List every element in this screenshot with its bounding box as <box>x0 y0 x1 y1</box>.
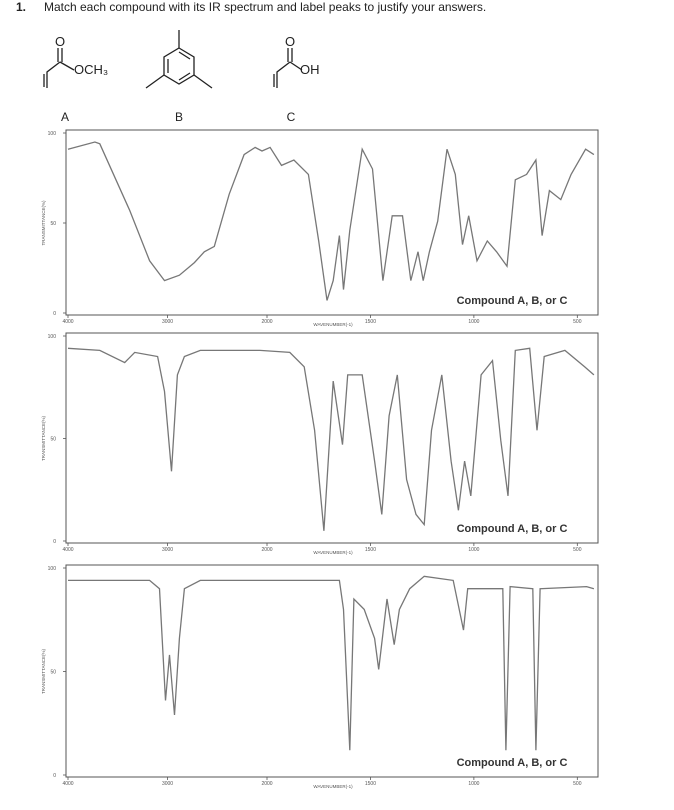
plot-frame <box>65 564 599 778</box>
x-tick-label: 4000 <box>62 781 73 787</box>
x-axis-label: WAVENUMBER(-1) <box>313 550 353 555</box>
y-tick-label: 50 <box>50 437 56 443</box>
x-tick-label: 1000 <box>468 547 479 553</box>
question-text: Match each compound with its IR spectrum… <box>44 0 486 14</box>
x-tick-label: 1500 <box>365 781 376 787</box>
y-axis-label: TRANSMITTANCE(%) <box>41 200 46 245</box>
spectrum-line <box>68 575 595 751</box>
y-tick-label: 0 <box>53 773 56 779</box>
x-tick-label: 1500 <box>365 547 376 553</box>
x-tick-label: 3000 <box>162 781 173 787</box>
y-tick-label: 50 <box>50 221 56 227</box>
ring-double-bond <box>167 51 191 81</box>
structure-c: O OH <box>273 34 320 88</box>
plot-frame <box>65 129 599 316</box>
x-tick-label: 4000 <box>62 547 73 553</box>
atom-label: O <box>55 34 65 49</box>
atom-label: O <box>285 34 295 49</box>
x-tick-label: 500 <box>573 319 582 325</box>
spectrum-line <box>67 141 595 301</box>
y-tick-label: 0 <box>53 539 56 545</box>
compound-label: A <box>61 110 69 124</box>
x-tick-label: 3000 <box>162 547 173 553</box>
compound-label: B <box>175 110 183 124</box>
question-number: 1. <box>16 0 26 14</box>
x-tick-label: 1500 <box>365 319 376 325</box>
x-axis-label: WAVENUMBER(-1) <box>313 784 353 789</box>
y-tick-label: 100 <box>48 131 57 137</box>
structure-a: O OCH₃ <box>43 34 108 88</box>
y-tick-label: 100 <box>48 334 57 340</box>
bond <box>43 61 75 88</box>
compound-prompt: Compound A, B, or C <box>457 523 568 535</box>
x-tick-label: 1000 <box>468 781 479 787</box>
atom-label: OH <box>300 62 320 77</box>
x-axis-label: WAVENUMBER(-1) <box>313 322 353 327</box>
compound-prompt: Compound A, B, or C <box>457 295 568 307</box>
spectrum-line <box>67 347 595 531</box>
x-tick-label: 2000 <box>261 319 272 325</box>
atom-label: OCH₃ <box>74 62 108 77</box>
x-tick-label: 1000 <box>468 319 479 325</box>
compound-prompt: Compound A, B, or C <box>457 757 568 769</box>
y-tick-label: 100 <box>48 566 57 572</box>
bond <box>273 61 303 88</box>
y-tick-label: 0 <box>53 311 56 317</box>
y-axis-label: TRANSMITTANCE(%) <box>41 649 46 694</box>
structure-b <box>145 30 213 89</box>
compound-label: C <box>287 110 296 124</box>
bond <box>287 48 293 62</box>
y-tick-label: 50 <box>50 670 56 676</box>
x-tick-label: 500 <box>573 547 582 553</box>
x-tick-label: 2000 <box>261 781 272 787</box>
ring <box>163 47 195 85</box>
x-tick-label: 4000 <box>62 319 73 325</box>
x-tick-label: 3000 <box>162 319 173 325</box>
y-axis-label: TRANSMITTANCE(%) <box>41 416 46 461</box>
methyl-bond <box>145 30 213 89</box>
x-tick-label: 500 <box>573 781 582 787</box>
plot-frame <box>65 332 599 544</box>
x-tick-label: 2000 <box>261 547 272 553</box>
bond <box>57 48 63 62</box>
